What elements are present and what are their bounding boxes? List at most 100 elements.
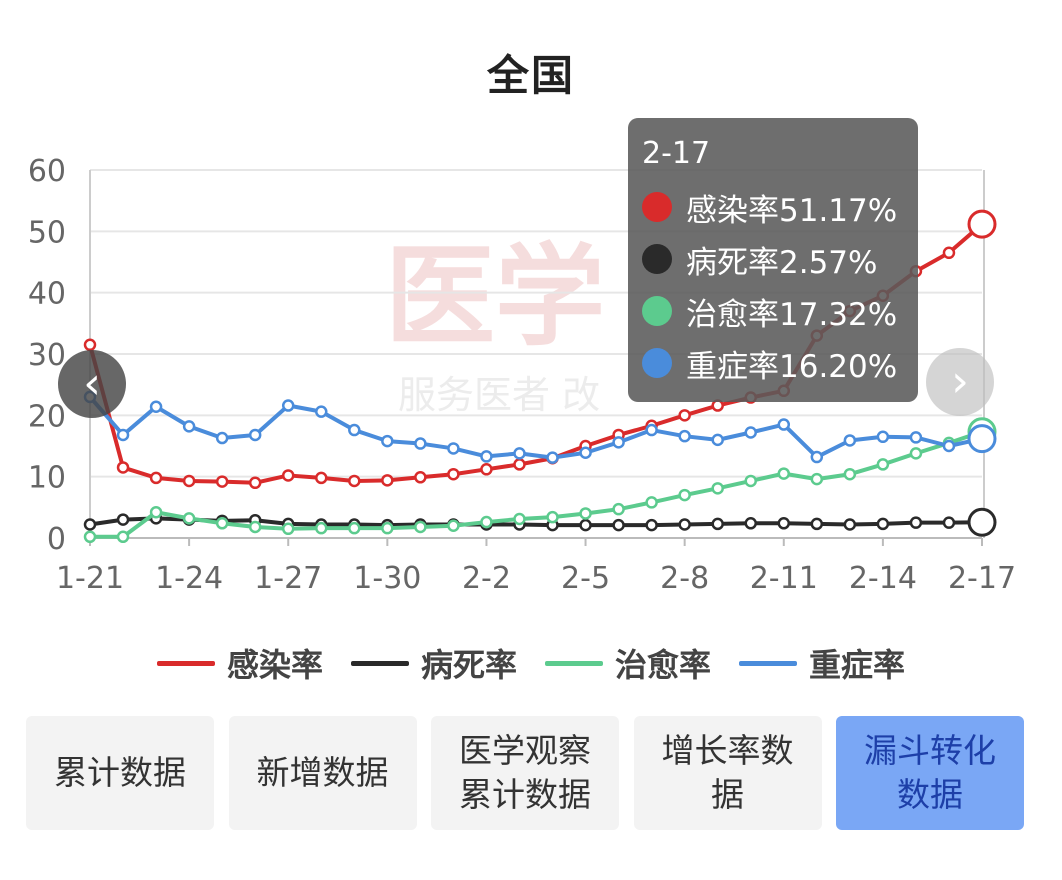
- series-3-point-1-28: [315, 405, 328, 418]
- series-3-point-1-22: [116, 428, 130, 442]
- series-0-point-1-21: [83, 338, 97, 352]
- series-1-point-2-8: [678, 518, 691, 531]
- series-3-point-2-15: [909, 431, 923, 444]
- series-3-point-2-13: [843, 434, 857, 447]
- legend-item-death[interactable]: 病死率: [350, 640, 517, 686]
- series-1-point-2-9: [711, 517, 724, 531]
- series-2-point-2-15: [909, 447, 923, 460]
- prev-glyph: ‹: [83, 358, 101, 409]
- chevron-right-icon[interactable]: ›: [926, 348, 994, 416]
- series-3-point-2-14: [876, 430, 890, 444]
- series-3-point-1-25: [215, 431, 229, 445]
- legend-label-severe: 重症率: [809, 646, 906, 684]
- series-2-point-2-10: [744, 474, 757, 488]
- series-3-point-2-11: [777, 418, 791, 431]
- series-2-point-2-8: [678, 488, 691, 502]
- series-0-point-2-3: [513, 458, 526, 471]
- legend-label-cure: 治愈率: [615, 646, 712, 684]
- series-line-1: [89, 516, 983, 528]
- series-0-point-1-25: [215, 475, 229, 488]
- data-type-buttons: 累计数据 新增数据 医学观察累计数据 增长率数据 漏斗转化数据: [26, 716, 1024, 830]
- series-0-point-2-2: [480, 463, 493, 476]
- series-3-point-2-8: [678, 429, 691, 443]
- watermark-main-text: 医学: [385, 232, 605, 361]
- medical-observation-button[interactable]: 医学观察累计数据: [431, 716, 619, 830]
- legend-item-severe[interactable]: 重症率: [739, 640, 905, 686]
- series-0-point-2-17: [967, 209, 997, 239]
- series-2-point-1-21: [83, 530, 97, 544]
- tooltip-dot-death: [642, 244, 672, 274]
- x-tick-label-2-8: 2-8: [660, 561, 709, 596]
- axes: 0 10 20 30 40 50 60 1-21 1-24 1-27 1-30 2-2 2-5 2-8 2-…: [28, 154, 1016, 596]
- series-1-point-2-13: [843, 518, 857, 531]
- watermark: 医学 服务医者 改: [385, 232, 605, 417]
- series-0-point-1-29: [348, 474, 361, 488]
- series-2-point-1-22: [116, 530, 130, 544]
- series-3-point-2-1: [447, 442, 460, 455]
- x-tick-label-2-17: 2-17: [948, 561, 1016, 596]
- x-tick-label-2-5: 2-5: [561, 561, 610, 596]
- legend-swatch-severe: [739, 660, 798, 666]
- series-3-point-2-9: [711, 433, 724, 447]
- series-2-point-2-7: [645, 496, 658, 509]
- series-0-point-1-22: [116, 461, 130, 474]
- tooltip-row-cure: 治愈率17.32%: [642, 285, 904, 337]
- watermark-sub-text: 服务医者 改: [398, 373, 600, 417]
- y-tick-label-0: 0: [47, 522, 66, 557]
- growth-rate-button[interactable]: 增长率数据: [633, 716, 822, 830]
- legend-item-cure[interactable]: 治愈率: [545, 640, 711, 686]
- x-tick-label-2-2: 2-2: [462, 561, 511, 596]
- series-2-point-2-5: [579, 507, 592, 520]
- series-3-point-2-10: [744, 426, 757, 439]
- y-tick-label-60: 60: [28, 154, 66, 189]
- series-1-point-2-16: [942, 516, 956, 529]
- tooltip-text-infection: 感染率51.17%: [686, 192, 898, 229]
- series-1-point-2-15: [909, 516, 923, 529]
- series-1-point-2-6: [612, 518, 625, 532]
- series-2-point-2-12: [810, 472, 824, 486]
- funnel-conversion-button[interactable]: 漏斗转化数据: [836, 716, 1024, 830]
- series-3-point-1-31: [414, 437, 427, 450]
- series-lines: [83, 209, 997, 544]
- series-0-point-2-1: [447, 467, 460, 481]
- series-2-point-2-2: [480, 515, 493, 529]
- series-1-point-2-11: [777, 517, 791, 530]
- tooltip-dot-cure: [642, 296, 672, 326]
- series-0-point-1-30: [381, 474, 394, 487]
- series-3-point-1-24: [182, 420, 196, 433]
- series-0-point-1-28: [315, 471, 328, 485]
- next-glyph: ›: [951, 356, 969, 407]
- legend-item-infection[interactable]: 感染率: [156, 640, 323, 686]
- series-0-point-2-9: [711, 399, 724, 412]
- series-1-point-2-14: [876, 517, 890, 531]
- tooltip-dot-severe: [642, 348, 672, 378]
- series-2-point-2-3: [513, 512, 526, 526]
- new-data-button[interactable]: 新增数据: [228, 716, 417, 830]
- y-tick-label-30: 30: [28, 338, 66, 373]
- series-3-point-2-3: [513, 447, 526, 460]
- x-tick-label-1-30: 1-30: [353, 561, 421, 596]
- chevron-left-icon[interactable]: ‹: [58, 350, 126, 418]
- tooltip-text-severe: 重症率16.20%: [686, 348, 898, 385]
- series-2-point-1-24: [182, 512, 196, 525]
- series-0-point-1-31: [414, 471, 427, 484]
- y-tick-label-50: 50: [28, 215, 66, 250]
- tooltip-text-cure: 治愈率17.32%: [686, 296, 898, 333]
- series-3-point-1-29: [348, 423, 361, 437]
- series-2-point-2-13: [843, 467, 857, 481]
- y-tick-label-20: 20: [28, 399, 66, 434]
- series-2-point-1-27: [281, 522, 295, 536]
- x-tick-label-2-11: 2-11: [750, 561, 818, 596]
- x-tick-label-1-27: 1-27: [254, 561, 322, 596]
- series-2-point-1-23: [149, 505, 163, 519]
- series-2-point-1-26: [248, 520, 262, 534]
- series-0-point-1-26: [248, 476, 262, 490]
- series-1-point-2-10: [744, 517, 757, 530]
- series-3-point-2-2: [480, 450, 493, 463]
- series-2-point-2-11: [777, 467, 791, 480]
- series-2-point-2-4: [546, 510, 559, 524]
- series-0-point-2-16: [942, 246, 956, 260]
- series-2-point-1-30: [381, 521, 394, 535]
- cumulative-data-button[interactable]: 累计数据: [26, 716, 214, 830]
